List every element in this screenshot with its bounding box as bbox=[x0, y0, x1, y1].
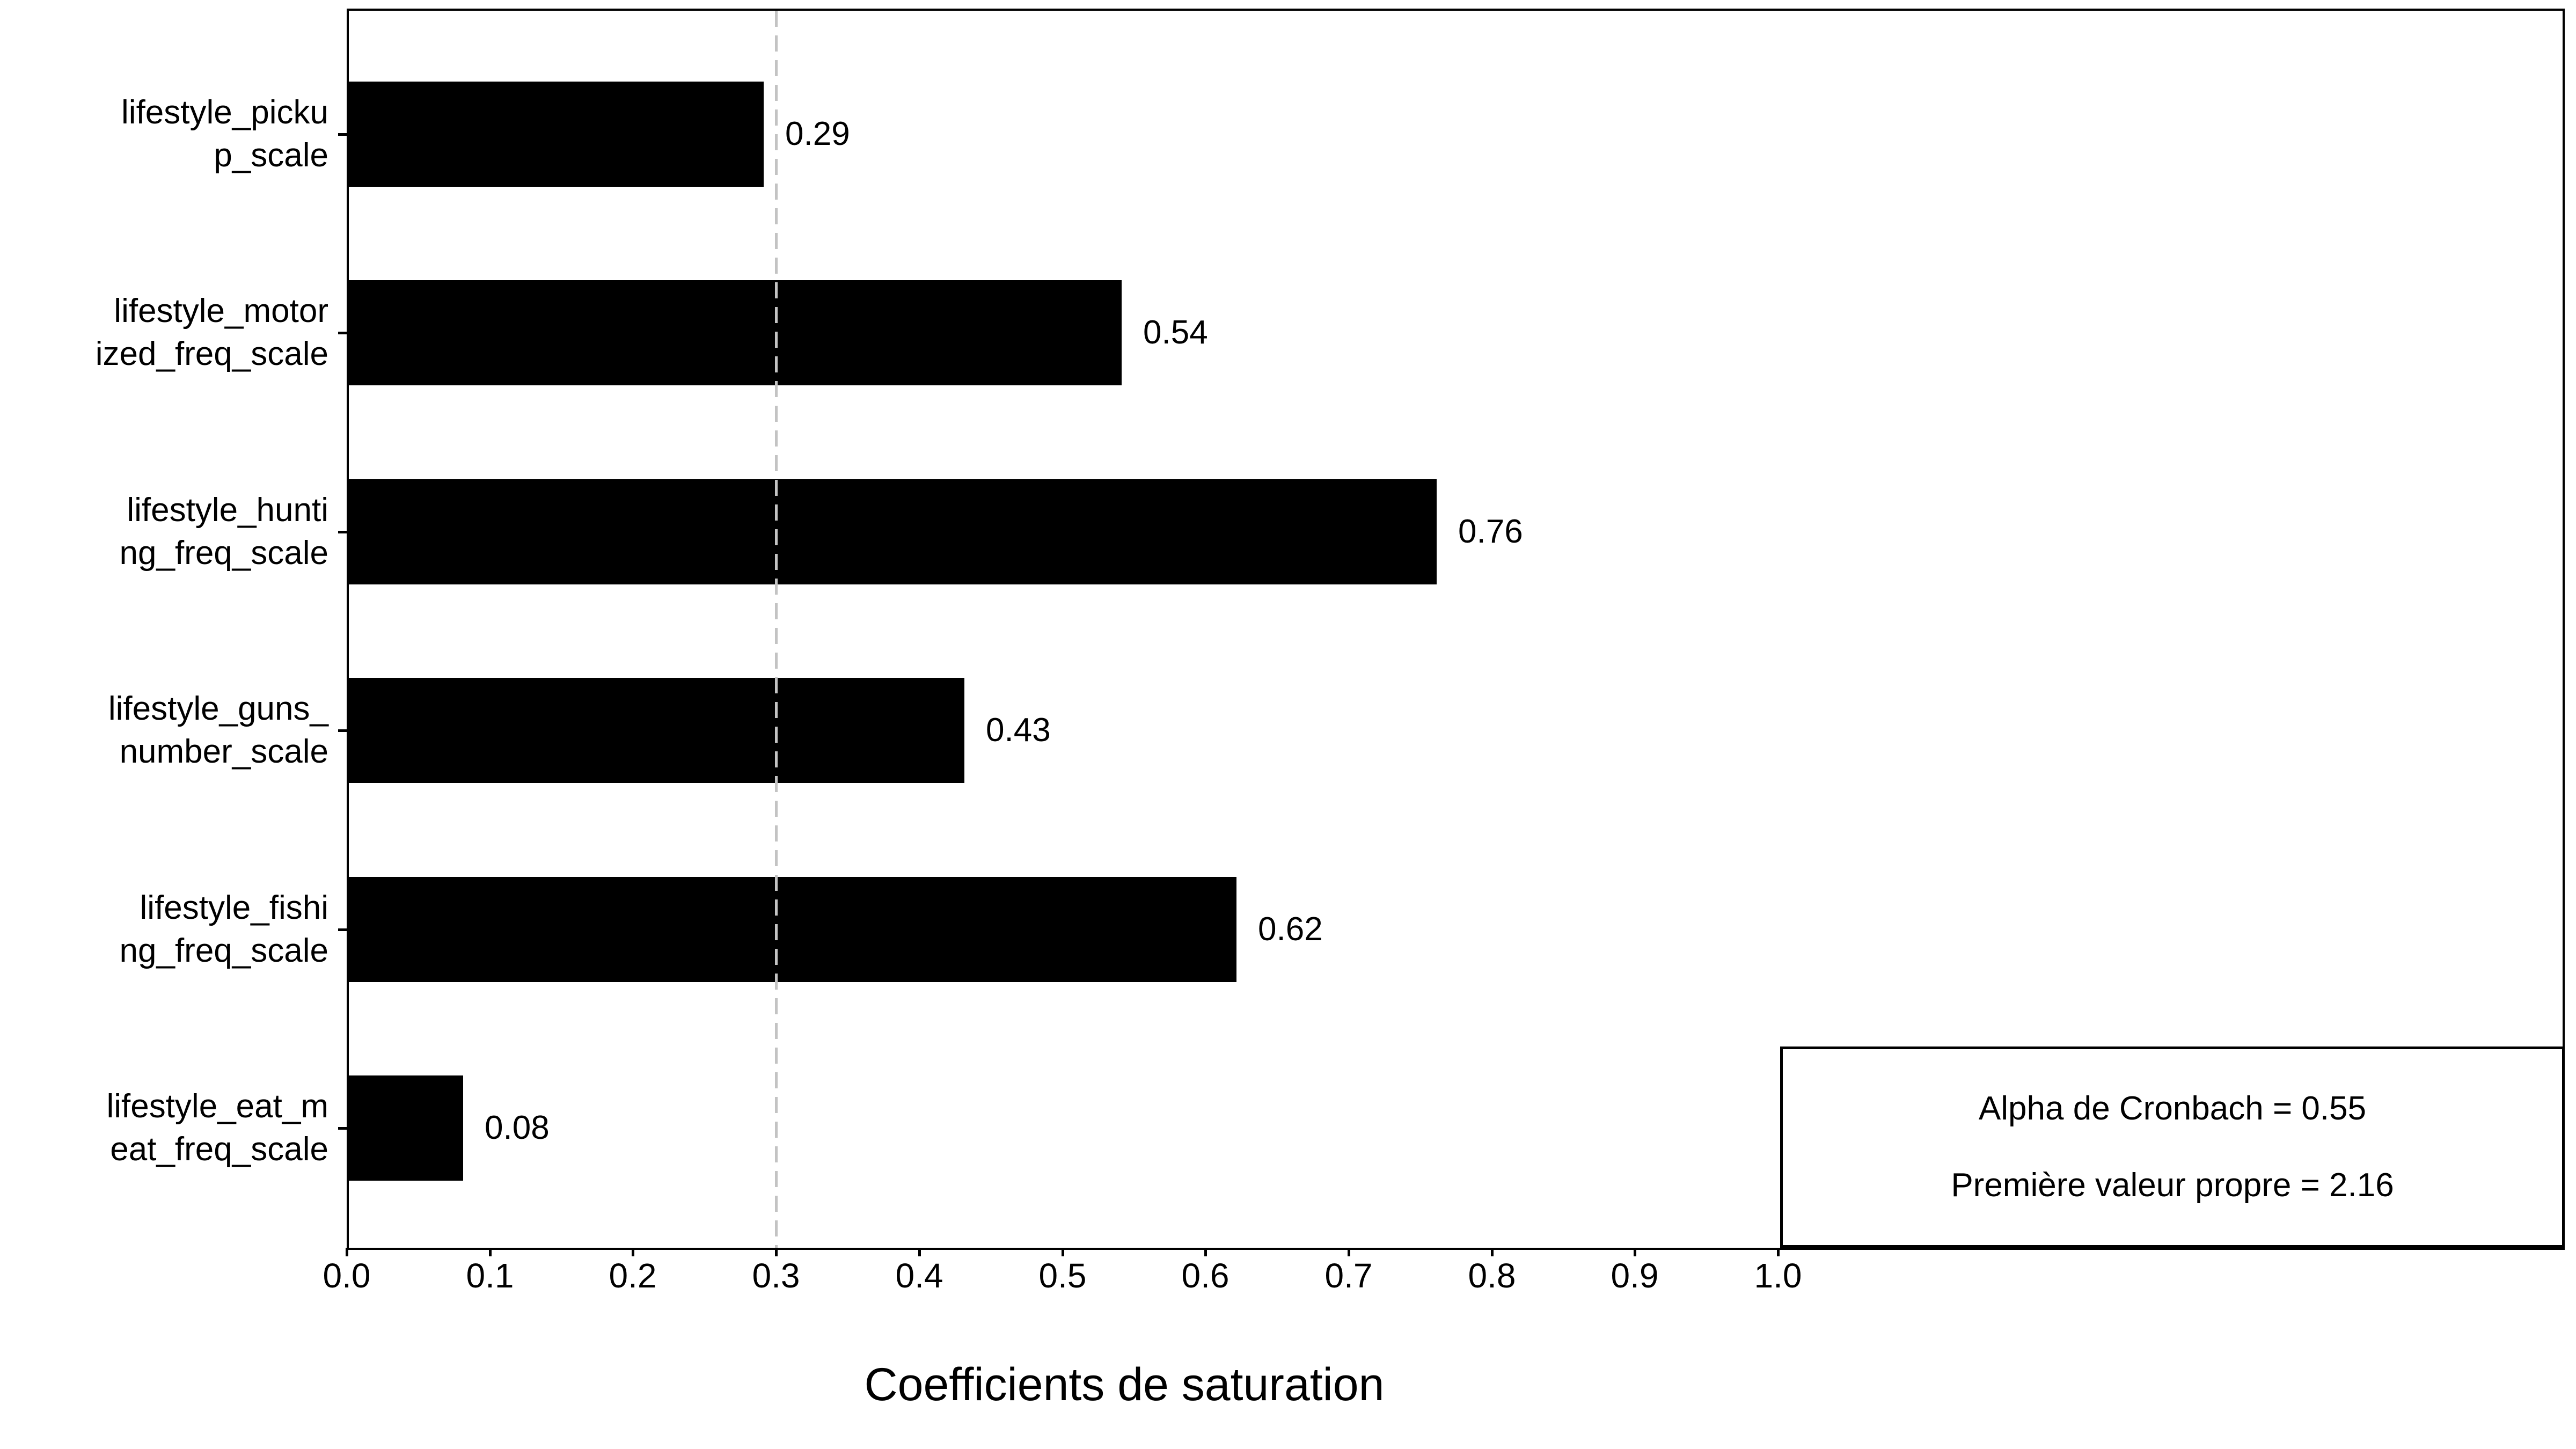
y-axis-label-lifestyle_eat_meat_freq_scale: lifestyle_eat_m eat_freq_scale bbox=[106, 1088, 328, 1168]
y-axis-label-lifestyle_hunting_freq_scale: lifestyle_hunti ng_freq_scale bbox=[119, 492, 329, 572]
x-tick-label: 0.1 bbox=[466, 1256, 514, 1295]
y-tick-mark bbox=[338, 1127, 347, 1130]
x-tick-label: 0.0 bbox=[323, 1256, 371, 1295]
x-tick-mark bbox=[1204, 1248, 1207, 1256]
y-axis-label-lifestyle_motorized_freq_scale: lifestyle_motor ized_freq_scale bbox=[95, 292, 328, 372]
y-tick-mark bbox=[338, 332, 347, 334]
x-tick-mark bbox=[918, 1248, 921, 1256]
bar-lifestyle_pickup_scale bbox=[349, 82, 764, 187]
x-axis-title: Coefficients de saturation bbox=[864, 1359, 1385, 1410]
bar-lifestyle_motorized_freq_scale bbox=[349, 280, 1122, 385]
bar-lifestyle_eat_meat_freq_scale bbox=[349, 1075, 463, 1181]
y-axis-label-lifestyle_guns_number_scale: lifestyle_guns_ number_scale bbox=[108, 690, 328, 770]
x-tick-label: 0.3 bbox=[752, 1256, 800, 1295]
bar-value-label: 0.43 bbox=[986, 712, 1051, 749]
annotation-box: Alpha de Cronbach = 0.55 Première valeur… bbox=[1780, 1046, 2565, 1248]
x-tick-label: 1.0 bbox=[1754, 1256, 1802, 1295]
x-tick-label: 0.4 bbox=[895, 1256, 943, 1295]
x-tick-label: 0.2 bbox=[609, 1256, 657, 1295]
x-tick-mark bbox=[1777, 1248, 1780, 1256]
x-tick-label: 0.6 bbox=[1181, 1256, 1230, 1295]
x-tick-label: 0.8 bbox=[1468, 1256, 1516, 1295]
x-tick-label: 0.7 bbox=[1324, 1256, 1373, 1295]
x-tick-mark bbox=[346, 1248, 348, 1256]
threshold-line bbox=[775, 11, 778, 1248]
x-tick-label: 0.9 bbox=[1611, 1256, 1659, 1295]
x-tick-mark bbox=[775, 1248, 778, 1256]
y-tick-mark bbox=[338, 531, 347, 533]
bar-lifestyle_fishing_freq_scale bbox=[349, 877, 1236, 982]
y-tick-mark bbox=[338, 133, 347, 136]
bar-value-label: 0.08 bbox=[485, 1109, 550, 1146]
bar-value-label: 0.76 bbox=[1458, 513, 1523, 550]
x-tick-mark bbox=[632, 1248, 634, 1256]
cronbach-alpha-text: Alpha de Cronbach = 0.55 bbox=[1978, 1090, 2367, 1128]
first-eigenvalue-text: Première valeur propre = 2.16 bbox=[1951, 1166, 2394, 1204]
plot-area: 0.29 0.54 0.76 0.43 0.62 0.08 Alpha de Cronba… bbox=[347, 9, 2565, 1250]
x-tick-mark bbox=[1634, 1248, 1636, 1256]
x-tick-mark bbox=[1348, 1248, 1350, 1256]
y-tick-mark bbox=[338, 729, 347, 732]
bar-value-label: 0.54 bbox=[1143, 314, 1208, 351]
x-tick-mark bbox=[1491, 1248, 1494, 1256]
x-tick-label: 0.5 bbox=[1038, 1256, 1087, 1295]
bar-value-label: 0.62 bbox=[1258, 911, 1323, 948]
x-tick-mark bbox=[1062, 1248, 1064, 1256]
bar-value-label: 0.29 bbox=[785, 115, 850, 152]
x-tick-mark bbox=[489, 1248, 492, 1256]
y-tick-mark bbox=[338, 928, 347, 931]
y-axis-label-lifestyle_fishing_freq_scale: lifestyle_fishi ng_freq_scale bbox=[119, 889, 329, 969]
bar-lifestyle_hunting_freq_scale bbox=[349, 479, 1437, 584]
y-axis-label-lifestyle_pickup_scale: lifestyle_picku p_scale bbox=[121, 94, 328, 174]
bar-lifestyle_guns_number_scale bbox=[349, 678, 964, 783]
